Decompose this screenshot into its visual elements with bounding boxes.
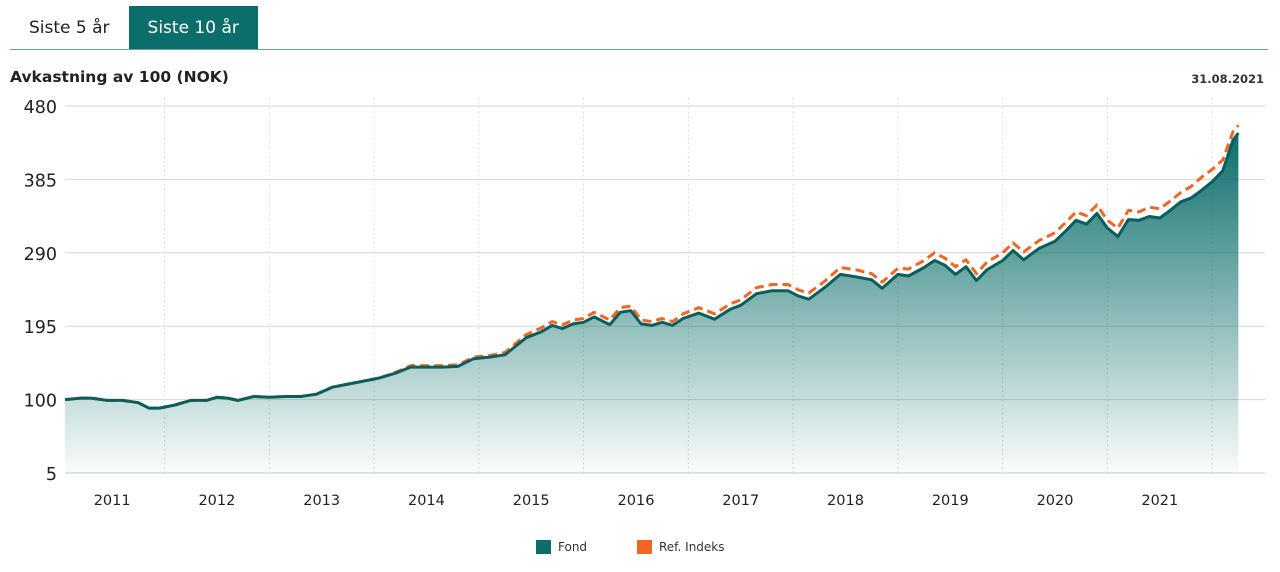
chart-title: Avkastning av 100 (NOK): [10, 68, 229, 86]
fond-area: [65, 133, 1239, 473]
tab-siste-5-ar[interactable]: Siste 5 år: [10, 6, 129, 50]
x-tick-label: 2016: [618, 493, 655, 509]
x-tick-label: 2014: [408, 493, 445, 509]
x-tick-label: 2020: [1037, 493, 1074, 509]
x-tick-label: 2017: [722, 493, 759, 509]
fond-line: [64, 132, 1240, 410]
period-tabs: Siste 5 år Siste 10 år: [10, 6, 258, 50]
legend-label-fond: Fond: [558, 540, 588, 554]
legend-item-ref-indeks[interactable]: Ref. Indeks: [637, 540, 725, 554]
y-tick-label: 5: [46, 465, 57, 485]
x-tick-label: 2013: [303, 493, 340, 509]
legend-swatch-ref-indeks: [637, 540, 652, 554]
as-of-date: 31.08.2021: [1191, 72, 1264, 86]
legend-item-fond[interactable]: Fond: [536, 540, 587, 554]
x-tick-label: 2019: [932, 493, 969, 509]
x-tick-label: 2018: [827, 493, 864, 509]
performance-chart: 5 100 195 290 385 480 2011 2012 2013 2014 2015 2016…: [24, 98, 1265, 509]
y-tick-label: 195: [24, 318, 57, 338]
x-tick-label: 2012: [198, 493, 235, 509]
tab-divider: [10, 49, 1268, 50]
x-tick-label: 2011: [94, 493, 131, 509]
y-tick-label: 100: [24, 392, 57, 412]
legend-label-ref-indeks: Ref. Indeks: [659, 540, 725, 554]
x-tick-label: 2021: [1141, 493, 1178, 509]
y-tick-label: 385: [24, 171, 57, 191]
y-tick-label: 480: [24, 98, 57, 118]
tab-siste-10-ar[interactable]: Siste 10 år: [128, 6, 258, 50]
x-tick-label: 2015: [513, 493, 550, 509]
y-tick-label: 290: [24, 245, 57, 265]
legend-swatch-fond: [536, 540, 551, 554]
chart-legend: Fond Ref. Indeks: [0, 540, 1280, 558]
